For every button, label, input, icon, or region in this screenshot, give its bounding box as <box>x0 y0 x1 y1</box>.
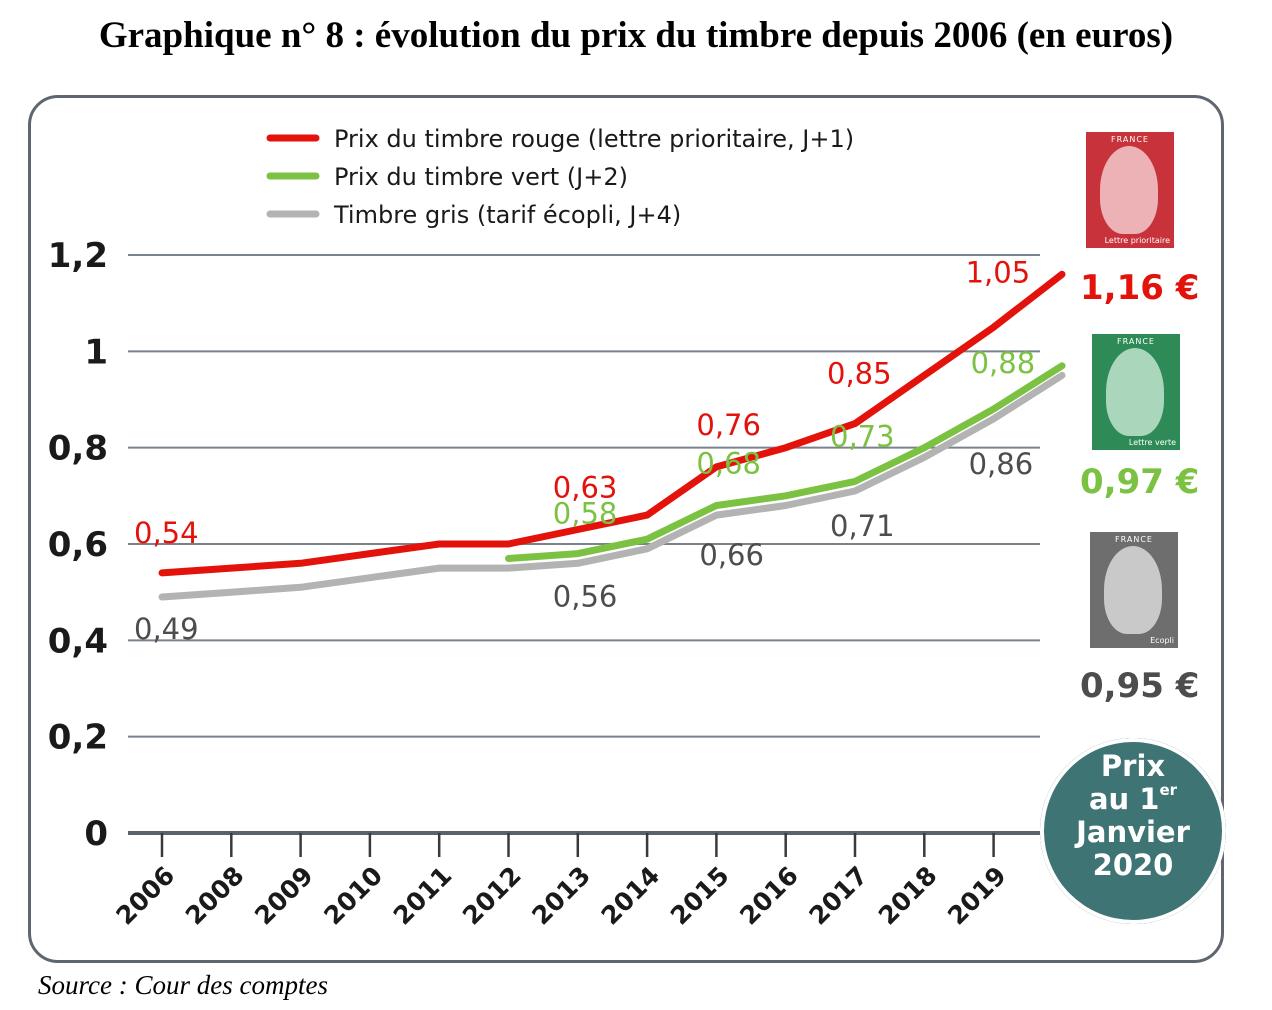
y-tick-label: 0,8 <box>48 429 108 469</box>
x-tick-label: 2013 <box>526 861 596 931</box>
page-title: Graphique n° 8 : évolution du prix du ti… <box>98 15 1174 56</box>
x-tick-label: 2008 <box>180 861 250 931</box>
stamp-mention: Ecopli <box>1150 636 1174 645</box>
marianne-portrait <box>1104 546 1162 634</box>
grey-stamp-icon: FRANCE Ecopli <box>1082 524 1186 656</box>
stamp-mention: Lettre verte <box>1128 438 1176 447</box>
grey-final-price: 0,95 € <box>1080 666 1200 706</box>
chart-frame <box>28 95 1224 963</box>
red-stamp-icon: FRANCE Lettre prioritaire <box>1078 124 1182 256</box>
series-line <box>158 270 1066 577</box>
source-note: Source : Cour des comptes <box>38 970 328 1000</box>
data-label: 0,76 <box>696 408 761 442</box>
x-tick-label: 2018 <box>873 861 943 931</box>
stamp-country: FRANCE <box>1115 535 1153 544</box>
badge-line-3: Janvier <box>1076 815 1190 849</box>
red-final-price: 1,16 € <box>1080 268 1200 308</box>
x-tick-label: 2014 <box>596 861 666 931</box>
green-stamp-icon: FRANCE Lettre verte <box>1084 326 1188 458</box>
x-tick-label: 2010 <box>318 861 388 931</box>
marianne-portrait <box>1106 348 1164 436</box>
data-label: 0,71 <box>830 509 895 543</box>
data-label: 0,68 <box>696 446 761 480</box>
y-tick-label: 0 <box>84 814 108 854</box>
x-tick-label: 2009 <box>249 861 319 931</box>
data-label: 0,85 <box>827 357 892 391</box>
badge-line-1: Prix <box>1100 749 1166 783</box>
x-tick-label: 2012 <box>457 861 527 931</box>
stamp-country: FRANCE <box>1111 135 1149 144</box>
legend-label: Timbre gris (tarif écopli, J+4) <box>333 201 681 229</box>
green-final-price: 0,97 € <box>1080 462 1200 502</box>
series-line <box>158 371 1066 601</box>
data-label: 0,86 <box>969 447 1034 481</box>
legend-label: Prix du timbre vert (J+2) <box>334 163 628 191</box>
stamp-country: FRANCE <box>1117 337 1155 346</box>
marianne-portrait <box>1100 146 1158 234</box>
x-tick-label: 2011 <box>388 861 458 931</box>
badge-line-2: au 1er <box>1088 781 1178 816</box>
stamp-mention: Lettre prioritaire <box>1104 236 1170 245</box>
data-label: 0,49 <box>134 612 199 646</box>
data-label: 0,66 <box>699 538 764 572</box>
date-badge: Prix au 1er Janvier 2020 <box>1040 738 1226 924</box>
x-tick-label: 2019 <box>942 861 1012 931</box>
y-tick-label: 0,6 <box>48 525 108 565</box>
x-tick-label: 2017 <box>804 861 874 931</box>
x-tick-label: 2015 <box>665 861 735 931</box>
data-label: 0,54 <box>134 516 199 550</box>
legend-label: Prix du timbre rouge (lettre prioritaire… <box>334 125 854 153</box>
y-tick-label: 0,4 <box>48 621 108 661</box>
x-tick-label: 2016 <box>734 861 804 931</box>
y-tick-label: 0,2 <box>48 718 108 758</box>
data-label: 0,58 <box>553 497 618 531</box>
badge-line-4: 2020 <box>1092 848 1174 882</box>
data-label: 1,05 <box>966 255 1031 289</box>
data-label: 0,56 <box>553 579 618 613</box>
x-tick-label: 2006 <box>111 861 181 931</box>
series-line <box>505 362 1066 562</box>
data-label: 0,88 <box>971 346 1036 380</box>
y-tick-label: 1,2 <box>48 236 108 276</box>
data-label: 0,63 <box>553 471 618 505</box>
y-tick-label: 1 <box>84 332 108 372</box>
data-label: 0,73 <box>830 419 895 453</box>
